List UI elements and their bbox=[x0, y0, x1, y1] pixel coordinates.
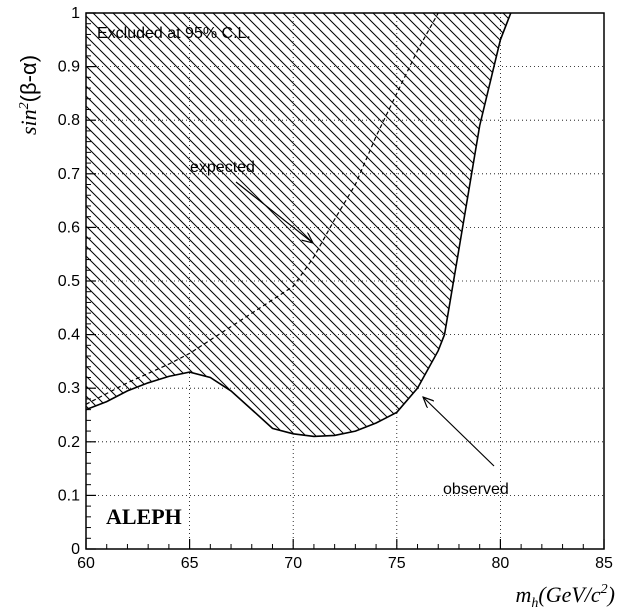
expected-label: expected bbox=[190, 159, 255, 176]
y-ticks: 0 0.1 0.2 0.3 0.4 0.5 0.6 0.7 0.8 0.9 1 bbox=[58, 5, 96, 558]
y-tick-label: 0.6 bbox=[58, 219, 80, 236]
excluded-label: Excluded at 95% C.L. bbox=[97, 25, 251, 42]
observed-arrow bbox=[423, 397, 495, 467]
y-tick-label: 0.4 bbox=[58, 327, 80, 344]
expected-arrow bbox=[235, 181, 313, 243]
y-tick-label: 0 bbox=[71, 541, 80, 558]
x-tick-label: 65 bbox=[181, 555, 199, 572]
x-ticks: 60 65 70 75 80 85 bbox=[77, 539, 613, 572]
y-tick-label: 0.8 bbox=[58, 112, 80, 129]
y-tick-label: 0.7 bbox=[58, 166, 80, 183]
x-tick-label: 85 bbox=[595, 555, 613, 572]
y-tick-label: 0.5 bbox=[58, 273, 80, 290]
y-tick-label: 0.9 bbox=[58, 59, 80, 76]
y-tick-label: 0.1 bbox=[58, 487, 80, 504]
x-tick-label: 80 bbox=[492, 555, 510, 572]
y-axis-title: sin2(β-α) bbox=[16, 55, 41, 135]
observed-label: observed bbox=[443, 481, 509, 498]
x-tick-label: 75 bbox=[388, 555, 406, 572]
observed-curve bbox=[85, 12, 512, 438]
excluded-region bbox=[86, 13, 511, 437]
aleph-label: ALEPH bbox=[106, 504, 182, 529]
y-tick-label: 0.2 bbox=[58, 434, 80, 451]
y-tick-label: 1 bbox=[71, 5, 80, 22]
y-tick-label: 0.3 bbox=[58, 380, 80, 397]
x-tick-label: 60 bbox=[77, 555, 95, 572]
x-tick-label: 70 bbox=[284, 555, 302, 572]
x-axis-title: mh(GeV/c2) bbox=[515, 582, 615, 611]
expected-curve bbox=[85, 12, 439, 405]
